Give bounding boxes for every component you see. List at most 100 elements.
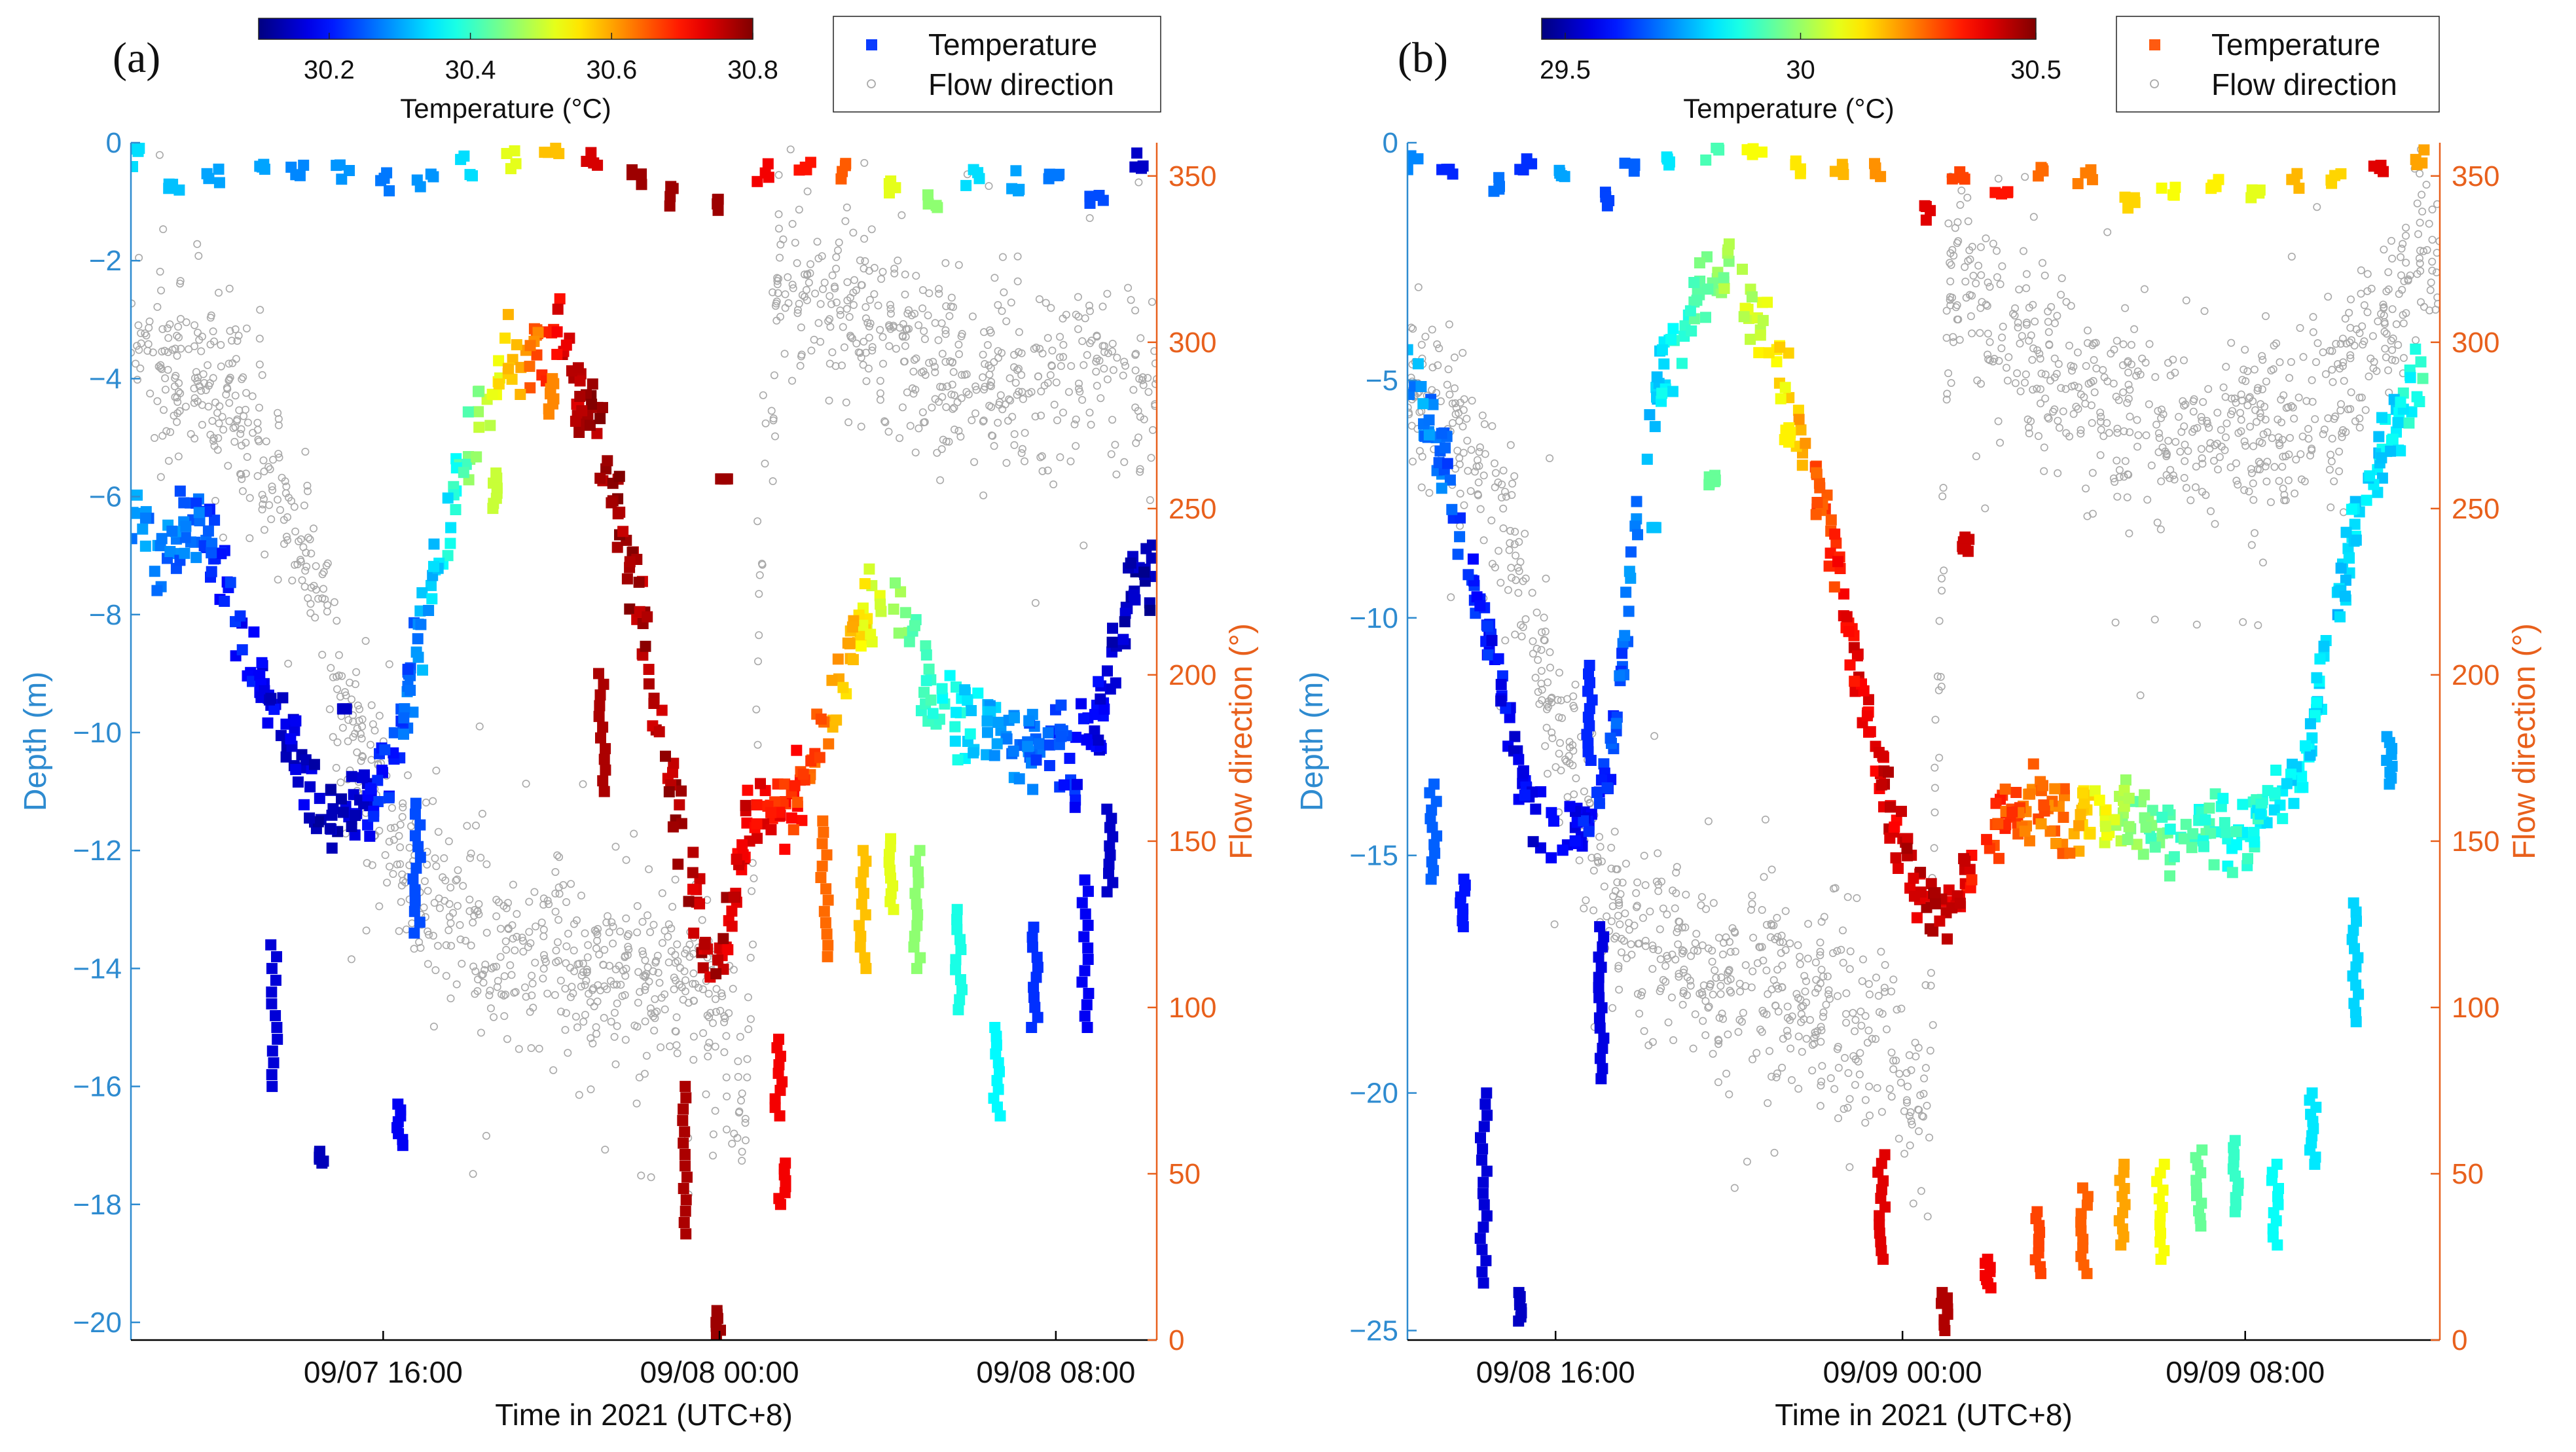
temperature-point	[2035, 1267, 2046, 1279]
flow-direction-point	[2402, 259, 2410, 267]
flow-direction-point	[2084, 326, 2092, 335]
flow-direction-point	[156, 361, 165, 369]
temperature-point	[484, 420, 496, 431]
flow-direction-point	[1495, 547, 1503, 555]
temperature-point	[822, 939, 834, 951]
flow-direction-point	[2388, 346, 2397, 354]
flow-direction-point	[2241, 377, 2250, 386]
flow-direction-point	[776, 312, 785, 321]
temperature-point	[316, 1157, 328, 1169]
temperature-point	[2120, 774, 2132, 786]
temperature-point	[1426, 856, 1438, 868]
temperature-point	[726, 905, 738, 917]
temperature-point	[378, 172, 390, 184]
temperature-point	[1010, 165, 1022, 177]
flow-direction-point	[2136, 691, 2145, 700]
temperature-point	[950, 954, 962, 966]
flow-direction-point	[1610, 827, 1619, 836]
flow-direction-point	[994, 354, 1003, 362]
temperature-point	[502, 363, 514, 374]
flow-direction-point	[1543, 700, 1551, 709]
flow-direction-point	[567, 880, 575, 888]
flow-direction-point	[1921, 981, 1930, 989]
temperature-point	[856, 898, 867, 910]
flow-direction-point	[1622, 860, 1630, 868]
flow-direction-point	[1701, 1031, 1710, 1040]
flow-direction-point	[646, 1004, 655, 1013]
flow-direction-point	[1735, 1015, 1744, 1024]
temperature-point	[1027, 784, 1039, 795]
flow-direction-point	[276, 505, 284, 514]
flow-direction-point	[865, 322, 873, 331]
flow-direction-point	[1812, 975, 1821, 984]
flow-direction-point	[1615, 985, 1624, 994]
temperature-point	[2044, 826, 2056, 837]
temperature-point	[1595, 962, 1607, 973]
flow-direction-point	[2304, 425, 2313, 433]
flow-direction-point	[1615, 901, 1624, 909]
flow-direction-point	[1813, 984, 1822, 992]
flow-direction-point	[2259, 430, 2268, 439]
flow-direction-point	[602, 918, 611, 927]
temperature-point	[539, 147, 551, 158]
flow-direction-point	[1752, 1049, 1761, 1057]
flow-direction-point	[1150, 347, 1157, 355]
flow-direction-point	[920, 335, 929, 343]
flow-direction-point	[987, 364, 995, 372]
flow-direction-point	[1897, 1004, 1906, 1013]
flow-direction-point	[1671, 904, 1679, 913]
temperature-point	[1079, 1010, 1091, 1022]
temperature-point	[2077, 1242, 2089, 1254]
flow-direction-point	[2056, 424, 2064, 432]
flow-direction-point	[509, 934, 517, 943]
flow-direction-point	[735, 1108, 743, 1117]
flow-direction-point	[1451, 399, 1460, 407]
temperature-point	[903, 636, 915, 647]
flow-direction-point	[746, 1015, 755, 1023]
flow-direction-point	[734, 1073, 742, 1081]
flow-direction-point	[781, 290, 789, 299]
flow-direction-point	[2126, 412, 2134, 421]
flow-direction-point	[282, 482, 291, 491]
temperature-point	[1425, 873, 1437, 885]
flow-direction-point	[333, 738, 342, 746]
temperature-point	[1007, 745, 1019, 757]
flow-direction-point	[934, 336, 943, 344]
flow-direction-point	[440, 854, 448, 862]
flow-direction-point	[2152, 420, 2161, 429]
flow-direction-point	[632, 1099, 641, 1108]
temperature-point	[1790, 159, 1802, 171]
temperature-point	[1746, 291, 1758, 302]
temperature-point	[1452, 549, 1464, 560]
flow-direction-point	[2188, 427, 2197, 436]
temperature-point	[1013, 185, 1025, 196]
flow-direction-point	[2088, 509, 2097, 518]
flow-direction-point	[1616, 890, 1625, 898]
temperature-point	[909, 930, 920, 942]
flow-direction-point	[1627, 951, 1636, 959]
temperature-point	[1026, 932, 1038, 943]
temperature-point	[1509, 731, 1521, 742]
temperature-point	[598, 678, 609, 690]
flow-direction-point	[2157, 414, 2166, 422]
temperature-point	[719, 473, 731, 485]
flow-direction-point	[1845, 965, 1854, 973]
temperature-point	[2099, 820, 2111, 832]
flow-direction-point	[1697, 901, 1705, 909]
flow-direction-point	[258, 371, 266, 379]
flow-direction-point	[274, 421, 283, 429]
temperature-point	[678, 1103, 689, 1115]
temperature-point	[844, 638, 856, 649]
temperature-point	[1530, 803, 1542, 815]
flow-direction-point	[886, 310, 895, 318]
flow-direction-point	[828, 348, 837, 357]
flow-direction-point	[1817, 1078, 1826, 1086]
temperature-point	[789, 780, 801, 791]
temperature-point	[2156, 1201, 2168, 1213]
temperature-point	[2186, 842, 2198, 854]
flow-direction-point	[1563, 695, 1572, 703]
temperature-point	[585, 147, 597, 158]
temperature-point	[1794, 168, 1806, 179]
flow-direction-point	[901, 342, 909, 350]
temperature-point	[1585, 755, 1597, 766]
